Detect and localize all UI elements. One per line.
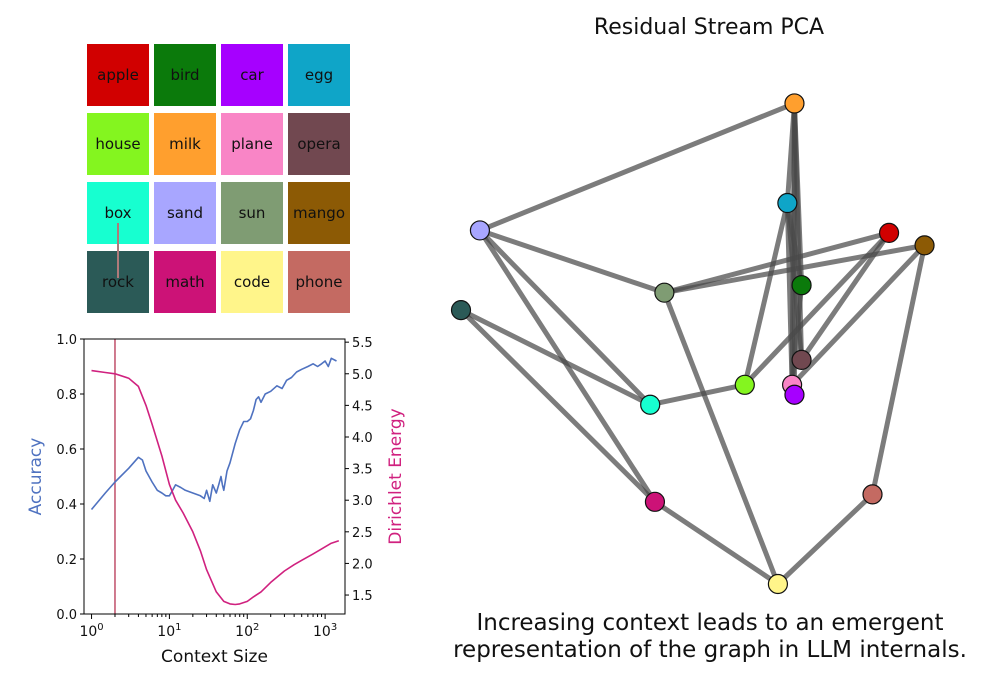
- edge-house-apple: [742, 230, 892, 388]
- y2-tick-label: 1.5: [352, 589, 373, 604]
- x-tick-label: 101: [157, 622, 181, 640]
- x-tick-label: 102: [235, 622, 259, 640]
- pca-graph: [450, 93, 935, 595]
- grid-cell-mango: mango: [288, 182, 350, 244]
- edge-rock-box: [458, 307, 653, 408]
- y-tick-label: 0.0: [56, 608, 77, 623]
- grid-cell-label: plane: [231, 135, 273, 153]
- node-mango: [914, 235, 935, 256]
- edge-mango-plane: [789, 242, 928, 388]
- grid-cell-house: house: [87, 113, 149, 175]
- grid-cell-apple: apple: [87, 44, 149, 106]
- pca-title: Residual Stream PCA: [594, 15, 824, 40]
- y-tick-label: 1.0: [56, 333, 77, 348]
- node-house: [734, 374, 755, 395]
- y2-tick-label: 2.5: [352, 526, 373, 541]
- grid-cell-label: box: [104, 204, 132, 222]
- node-bird: [791, 275, 812, 296]
- grid-cell-label: milk: [169, 135, 201, 153]
- grid-cell-bird: bird: [154, 44, 216, 106]
- grid-cell-plane: plane: [221, 113, 283, 175]
- grid-cell-sun: sun: [221, 182, 283, 244]
- node-math: [644, 491, 666, 512]
- y2-tick-label: 4.0: [352, 431, 373, 446]
- y-tick-label: 0.2: [56, 553, 77, 568]
- edge-apple-opera: [799, 230, 892, 363]
- node-apple: [878, 222, 900, 244]
- y-tick-label: 0.6: [56, 443, 77, 458]
- y-tick-label: 0.4: [56, 498, 77, 513]
- grid-cell-label: house: [95, 135, 141, 153]
- edge-mango-phone: [870, 242, 928, 497]
- grid-cell-label: car: [240, 66, 264, 84]
- edge-box-house: [647, 382, 748, 408]
- node-box: [640, 394, 661, 415]
- grid-cell-label: sun: [238, 204, 266, 222]
- series-line-dirichlet-energy: [91, 369, 340, 606]
- caption-line-1: Increasing context leads to an emergent: [476, 610, 944, 636]
- edge-sand-milk: [477, 100, 797, 233]
- node-rock: [450, 300, 472, 321]
- series-line-accuracy: [90, 357, 337, 511]
- plot-frame: [83, 338, 346, 615]
- grid-cell-car: car: [221, 44, 283, 106]
- node-sun: [654, 282, 675, 303]
- caption-line-2: representation of the graph in LLM inter…: [453, 637, 967, 663]
- grid-cell-label: apple: [97, 66, 139, 84]
- y2-tick-label: 5.0: [352, 368, 373, 383]
- grid-cell-phone: phone: [288, 251, 350, 313]
- grid-cell-code: code: [221, 251, 283, 313]
- grid-cell-opera: opera: [288, 113, 350, 175]
- y2-tick-label: 3.0: [352, 494, 373, 509]
- node-code: [767, 573, 789, 595]
- grid-cell-label: code: [233, 273, 271, 291]
- node-car: [784, 384, 805, 405]
- grid-cell-label: sand: [166, 204, 204, 222]
- x-tick-label: 100: [79, 622, 103, 640]
- edge-sun-code: [661, 290, 781, 587]
- edge-sun-mango: [661, 242, 928, 296]
- x-tick-label: 103: [313, 622, 337, 640]
- grid-cell-label: bird: [170, 66, 200, 84]
- y2-tick-label: 3.5: [352, 463, 373, 478]
- edge-egg-house: [742, 200, 790, 388]
- grid-cell-label: mango: [292, 204, 345, 222]
- node-opera: [791, 349, 812, 370]
- y-tick-label: 0.8: [56, 388, 77, 403]
- grid-cell-milk: milk: [154, 113, 216, 175]
- y-axis-label: Accuracy: [26, 438, 46, 516]
- y2-axis-label: Dirichlet Energy: [386, 408, 406, 544]
- grid-cell-label: phone: [295, 273, 343, 291]
- edge-sand-math: [477, 227, 658, 505]
- grid-cell-label: rock: [102, 273, 134, 291]
- edge-egg-plane: [784, 200, 795, 388]
- edge-sand-sun: [477, 227, 667, 296]
- grid-cell-label: egg: [304, 66, 334, 84]
- x-axis-label: Context Size: [161, 647, 268, 667]
- caption: Increasing context leads to an emergent …: [420, 610, 1000, 664]
- edge-math-code: [652, 499, 781, 587]
- grid-cell-label: opera: [297, 135, 341, 153]
- grid-cell-label: math: [165, 273, 205, 291]
- node-egg: [777, 192, 798, 214]
- node-milk: [784, 93, 805, 114]
- edge-sun-apple: [661, 230, 892, 296]
- node-phone: [862, 484, 883, 505]
- y2-tick-label: 5.5: [352, 336, 373, 351]
- grid-cell-egg: egg: [288, 44, 350, 106]
- node-sand: [469, 220, 491, 241]
- grid-cell-math: math: [154, 251, 216, 313]
- edge-phone-code: [775, 491, 876, 587]
- grid-cell-sand: sand: [154, 182, 216, 244]
- y2-tick-label: 4.5: [352, 399, 373, 414]
- grid-trace-line: [117, 223, 119, 278]
- edge-rock-math: [458, 307, 658, 505]
- line-chart: 0.0 0.2 0.4 0.6 0.8 1.0 1.5 2.0 2.5 3.0 3.5 4.0 4.5 5…: [26, 333, 406, 667]
- edge-sand-box: [477, 227, 653, 408]
- word-color-grid: apple bird car egg house milk plane opera box san…: [84, 40, 350, 320]
- edge-bird-plane: [789, 282, 805, 388]
- y2-tick-label: 2.0: [352, 557, 373, 572]
